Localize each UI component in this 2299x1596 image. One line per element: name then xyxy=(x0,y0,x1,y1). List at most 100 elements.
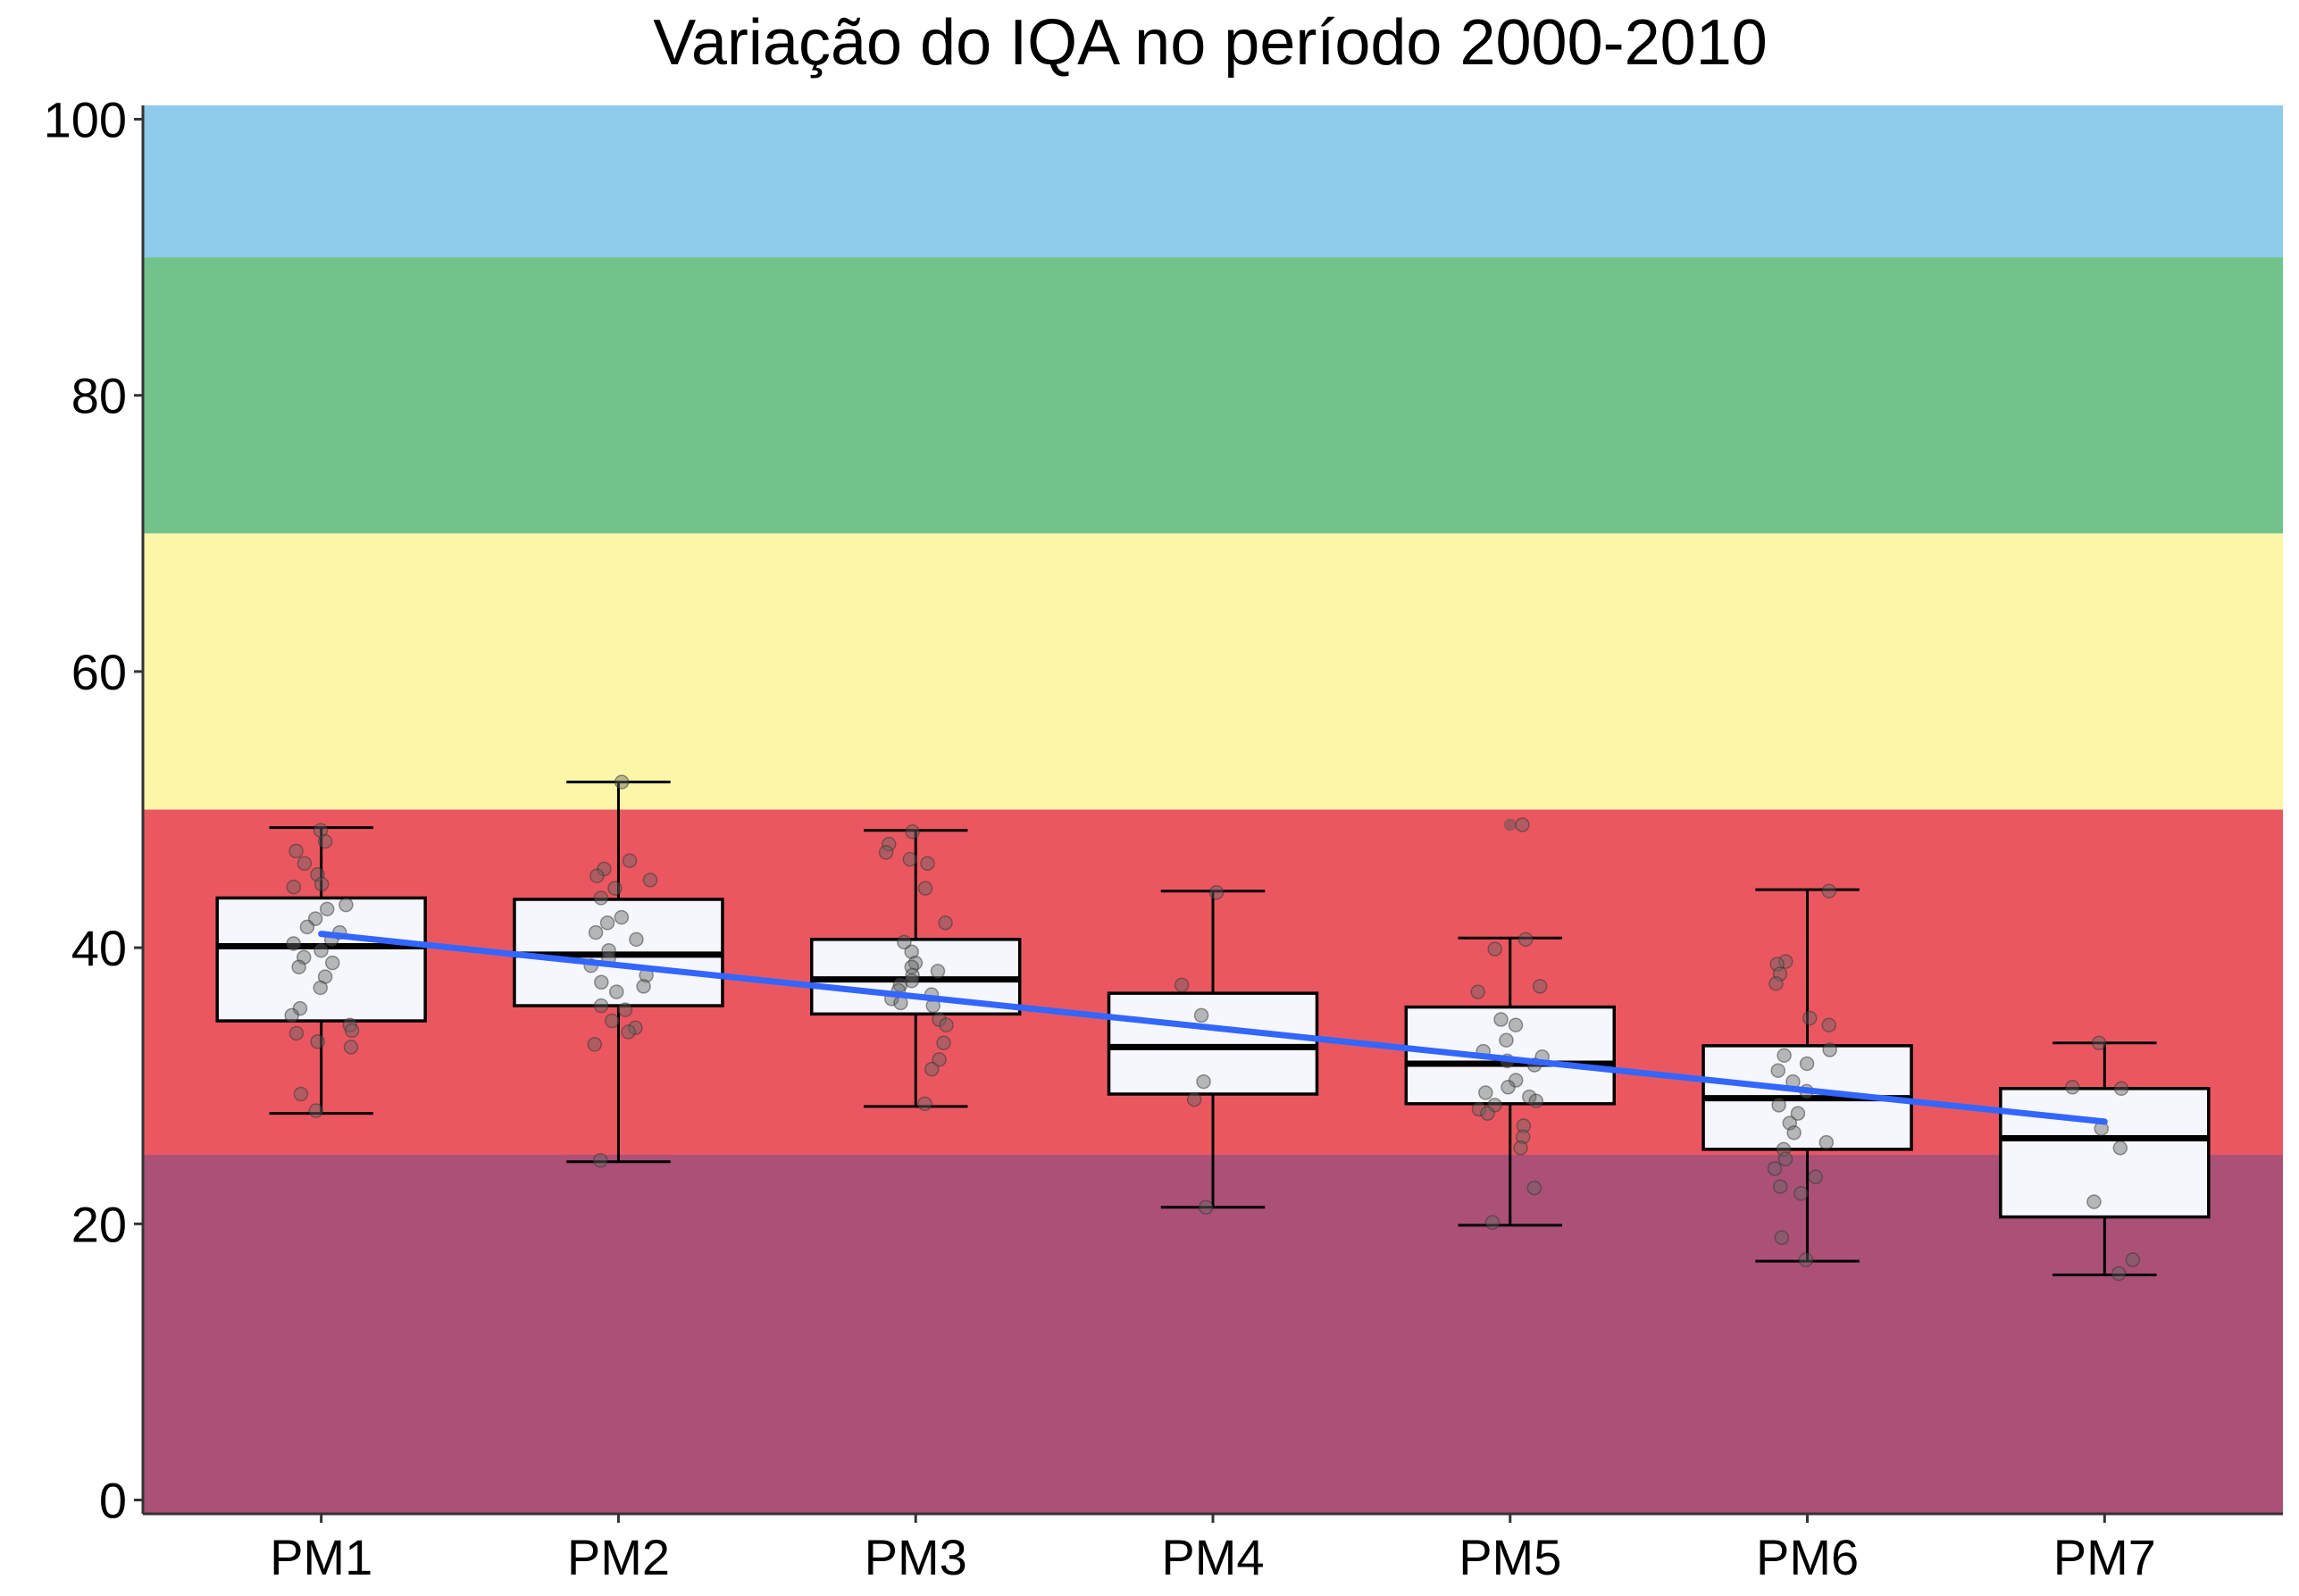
x-tick-label-PM1: PM1 xyxy=(270,1529,372,1585)
point-PM3-3 xyxy=(902,851,918,867)
point-PM6-22 xyxy=(1773,1179,1788,1194)
point-PM6-21 xyxy=(1808,1169,1823,1185)
point-PM1-16 xyxy=(325,955,340,971)
point-PM1-19 xyxy=(313,980,328,996)
point-PM2-17 xyxy=(609,984,624,999)
x-tick-label-PM2: PM2 xyxy=(567,1529,670,1585)
point-PM6-17 xyxy=(1818,1134,1835,1150)
background-bands xyxy=(143,105,2283,1514)
iqr-box-PM4 xyxy=(1107,991,1319,1096)
point-PM5-7 xyxy=(1499,1032,1514,1048)
point-PM6-8 xyxy=(1776,1048,1792,1063)
point-PM1-1 xyxy=(317,833,333,849)
point-PM5-2 xyxy=(1487,941,1502,957)
point-PM5-3 xyxy=(1532,979,1548,994)
point-PM3-4 xyxy=(920,856,935,872)
point-PM6-16 xyxy=(1786,1125,1802,1141)
x-tick-label-PM4: PM4 xyxy=(1161,1529,1264,1585)
point-PM1-10 xyxy=(299,919,315,935)
point-PM3-7 xyxy=(897,934,912,950)
point-PM1-27 xyxy=(293,1086,309,1102)
point-PM5-21 xyxy=(1516,1129,1531,1145)
axes: 0 20 40 60 80 100 PM1 PM2 PM3 PM4 PM5 PM6 PM7 xyxy=(44,91,2283,1585)
point-PM4-4 xyxy=(1186,1091,1202,1107)
point-PM5-23 xyxy=(1526,1180,1542,1196)
point-PM6-0 xyxy=(1821,883,1837,898)
point-PM5-1 xyxy=(1517,932,1534,948)
jitter-points xyxy=(284,774,2141,1282)
box-PM7 xyxy=(1999,1041,2211,1277)
y-tick-label-40: 40 xyxy=(71,920,127,976)
box-PM2 xyxy=(513,781,724,1164)
point-PM3-25 xyxy=(917,1096,932,1112)
point-PM2-0 xyxy=(614,774,630,790)
point-PM6-20 xyxy=(1767,1161,1783,1176)
point-PM2-18 xyxy=(593,998,609,1014)
point-PM2-8 xyxy=(599,915,615,931)
point-PM6-5 xyxy=(1802,1010,1818,1026)
y-tick-label-80: 80 xyxy=(71,368,127,424)
point-PM1-28 xyxy=(308,1103,324,1118)
point-PM2-11 xyxy=(601,942,616,958)
point-PM3-14 xyxy=(892,977,908,993)
point-PM5-4 xyxy=(1470,984,1485,999)
point-PM2-22 xyxy=(621,1024,636,1040)
point-PM7-0 xyxy=(2091,1035,2107,1051)
point-PM6-25 xyxy=(1798,1252,1814,1267)
point-PM4-5 xyxy=(1198,1199,1214,1216)
background-band-4 xyxy=(143,105,2283,258)
point-PM2-7 xyxy=(614,909,630,925)
point-PM5-14 xyxy=(1478,1085,1493,1100)
point-PM6-23 xyxy=(1793,1186,1809,1201)
point-PM2-9 xyxy=(588,924,604,940)
point-PM4-2 xyxy=(1193,1007,1209,1024)
point-PM1-7 xyxy=(339,897,354,913)
background-band-2 xyxy=(143,533,2283,810)
point-PM5-19 xyxy=(1480,1106,1495,1121)
point-PM5-5 xyxy=(1493,1012,1509,1027)
point-PM5-13 xyxy=(1501,1080,1516,1095)
point-PM1-3 xyxy=(297,856,313,872)
point-PM1-25 xyxy=(310,1033,325,1049)
chart-title: Variação do IQA no período 2000-2010 xyxy=(653,7,1768,79)
point-PM6-24 xyxy=(1774,1230,1790,1246)
point-PM5-24 xyxy=(1484,1215,1501,1231)
point-PM2-23 xyxy=(587,1037,603,1052)
point-PM1-24 xyxy=(288,1025,305,1041)
point-PM6-9 xyxy=(1799,1056,1815,1072)
point-PM2-6 xyxy=(593,890,609,906)
x-tick-label-PM5: PM5 xyxy=(1459,1529,1561,1585)
trend-line xyxy=(318,931,2108,1125)
iqr-box-PM1 xyxy=(215,896,427,1023)
y-tick-label-100: 100 xyxy=(44,91,127,147)
point-PM2-4 xyxy=(642,873,658,888)
y-tick-label-20: 20 xyxy=(71,1196,127,1252)
point-PM3-24 xyxy=(924,1061,940,1077)
box-PM3 xyxy=(810,829,1022,1108)
point-PM3-11 xyxy=(930,964,946,979)
point-PM5-18 xyxy=(1471,1101,1487,1117)
point-PM2-16 xyxy=(636,979,651,994)
point-PM7-7 xyxy=(2111,1266,2127,1282)
point-PM1-5 xyxy=(314,876,330,892)
point-PM1-2 xyxy=(288,843,304,859)
point-PM4-0 xyxy=(1208,885,1225,900)
point-PM2-15 xyxy=(594,974,609,990)
point-PM2-5 xyxy=(607,881,623,896)
point-PM4-3 xyxy=(1196,1074,1211,1090)
point-PM3-22 xyxy=(936,1035,951,1051)
point-PM1-13 xyxy=(286,936,301,951)
x-tick-label-PM3: PM3 xyxy=(865,1529,967,1585)
point-PM1-21 xyxy=(284,1007,299,1024)
point-PM5-0 xyxy=(1515,817,1530,832)
point-PM3-23 xyxy=(932,1052,947,1067)
point-PM1-26 xyxy=(343,1040,359,1055)
point-PM7-6 xyxy=(2125,1252,2141,1267)
point-PM1-23 xyxy=(344,1023,360,1039)
point-PM6-10 xyxy=(1770,1063,1786,1078)
box-PM1 xyxy=(215,826,427,1116)
outlier-PM5 xyxy=(1503,818,1517,831)
iqr-box-PM7 xyxy=(1999,1087,2211,1219)
point-PM1-17 xyxy=(291,959,306,975)
